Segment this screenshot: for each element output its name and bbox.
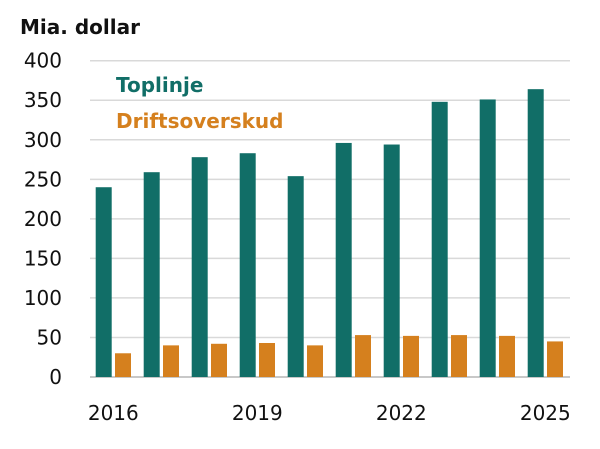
y-tick-label: 250 — [24, 167, 62, 191]
bar-driftsoverskud-2025 — [547, 341, 563, 377]
y-tick-label: 50 — [37, 325, 62, 349]
legend-entry-toplinje: Toplinje — [116, 73, 203, 97]
bar-toplinje-2023 — [431, 101, 448, 377]
bar-driftsoverskud-2019 — [259, 342, 275, 377]
y-tick-label: 300 — [24, 128, 62, 152]
y-tick-label: 150 — [24, 246, 62, 270]
x-tick-label: 2016 — [88, 401, 139, 425]
bar-toplinje-2025 — [527, 89, 544, 378]
y-tick-label: 400 — [24, 49, 62, 73]
bar-driftsoverskud-2021 — [355, 335, 371, 377]
legend-entry-driftsoverskud: Driftsoverskud — [116, 109, 283, 133]
bar-toplinje-2024 — [479, 99, 496, 377]
x-tick-label: 2025 — [520, 401, 571, 425]
bar-driftsoverskud-2016 — [115, 353, 131, 377]
bar-toplinje-2021 — [335, 142, 352, 377]
bar-toplinje-2019 — [239, 153, 256, 377]
bar-toplinje-2018 — [191, 157, 208, 377]
y-tick-label: 200 — [24, 207, 62, 231]
bar-driftsoverskud-2017 — [163, 345, 179, 377]
bar-toplinje-2020 — [287, 176, 304, 377]
bar-toplinje-2022 — [383, 144, 400, 377]
bar-driftsoverskud-2018 — [211, 343, 227, 377]
x-tick-label: 2022 — [376, 401, 427, 425]
y-axis-label: Mia. dollar — [20, 15, 140, 39]
x-tick-label: 2019 — [232, 401, 283, 425]
y-tick-label: 100 — [24, 286, 62, 310]
y-tick-label: 0 — [49, 365, 62, 389]
bar-driftsoverskud-2023 — [451, 335, 467, 377]
bar-driftsoverskud-2022 — [403, 335, 419, 377]
bar-driftsoverskud-2024 — [499, 335, 515, 377]
y-tick-label: 350 — [24, 88, 62, 112]
bar-toplinje-2017 — [143, 172, 160, 377]
bar-driftsoverskud-2020 — [307, 345, 323, 377]
bar-toplinje-2016 — [95, 187, 112, 377]
